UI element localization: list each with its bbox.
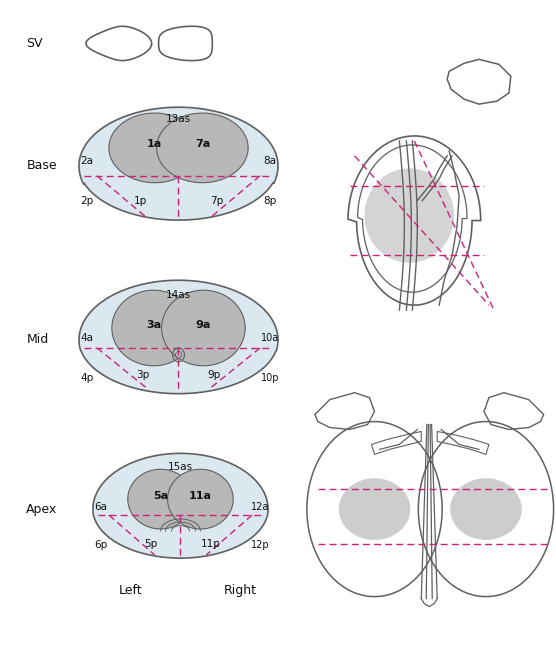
Text: 9p: 9p bbox=[208, 370, 221, 380]
Text: Mid: Mid bbox=[26, 334, 48, 347]
Text: 2p: 2p bbox=[80, 196, 93, 206]
Ellipse shape bbox=[365, 168, 454, 263]
Text: Right: Right bbox=[224, 584, 257, 597]
Text: 5a: 5a bbox=[153, 491, 168, 501]
Polygon shape bbox=[79, 280, 278, 394]
Text: 10a: 10a bbox=[261, 333, 279, 343]
Text: 8a: 8a bbox=[264, 156, 276, 166]
Polygon shape bbox=[162, 290, 245, 366]
Text: 3a: 3a bbox=[146, 320, 161, 330]
Text: 7a: 7a bbox=[195, 139, 210, 149]
Text: 5p: 5p bbox=[144, 539, 157, 549]
Polygon shape bbox=[128, 470, 193, 529]
Text: 15as: 15as bbox=[168, 462, 193, 472]
Text: 2a: 2a bbox=[81, 156, 93, 166]
Text: 4p: 4p bbox=[80, 373, 93, 383]
Polygon shape bbox=[167, 470, 233, 529]
Text: 1p: 1p bbox=[134, 196, 147, 206]
Text: 6a: 6a bbox=[95, 502, 107, 512]
Polygon shape bbox=[79, 107, 278, 220]
Polygon shape bbox=[109, 113, 200, 183]
Text: 4a: 4a bbox=[81, 333, 93, 343]
Text: 3p: 3p bbox=[136, 370, 150, 380]
Text: Base: Base bbox=[26, 159, 57, 172]
Text: SV: SV bbox=[26, 37, 43, 50]
Text: 6p: 6p bbox=[95, 540, 107, 550]
Text: 11p: 11p bbox=[200, 539, 220, 549]
Text: 10p: 10p bbox=[261, 373, 279, 383]
Text: 13as: 13as bbox=[166, 114, 191, 124]
Ellipse shape bbox=[339, 478, 410, 540]
Text: 11a: 11a bbox=[189, 491, 212, 501]
Text: Apex: Apex bbox=[26, 503, 57, 516]
Polygon shape bbox=[157, 113, 248, 183]
Text: 7p: 7p bbox=[210, 196, 223, 206]
Text: Left: Left bbox=[119, 584, 142, 597]
Text: 9a: 9a bbox=[196, 320, 211, 330]
Text: 12p: 12p bbox=[251, 540, 270, 550]
Polygon shape bbox=[93, 453, 268, 558]
Ellipse shape bbox=[450, 478, 522, 540]
Text: 1a: 1a bbox=[147, 139, 162, 149]
Polygon shape bbox=[112, 290, 195, 366]
Text: 8p: 8p bbox=[264, 196, 277, 206]
Text: 14as: 14as bbox=[166, 290, 191, 300]
Text: 12a: 12a bbox=[251, 502, 269, 512]
